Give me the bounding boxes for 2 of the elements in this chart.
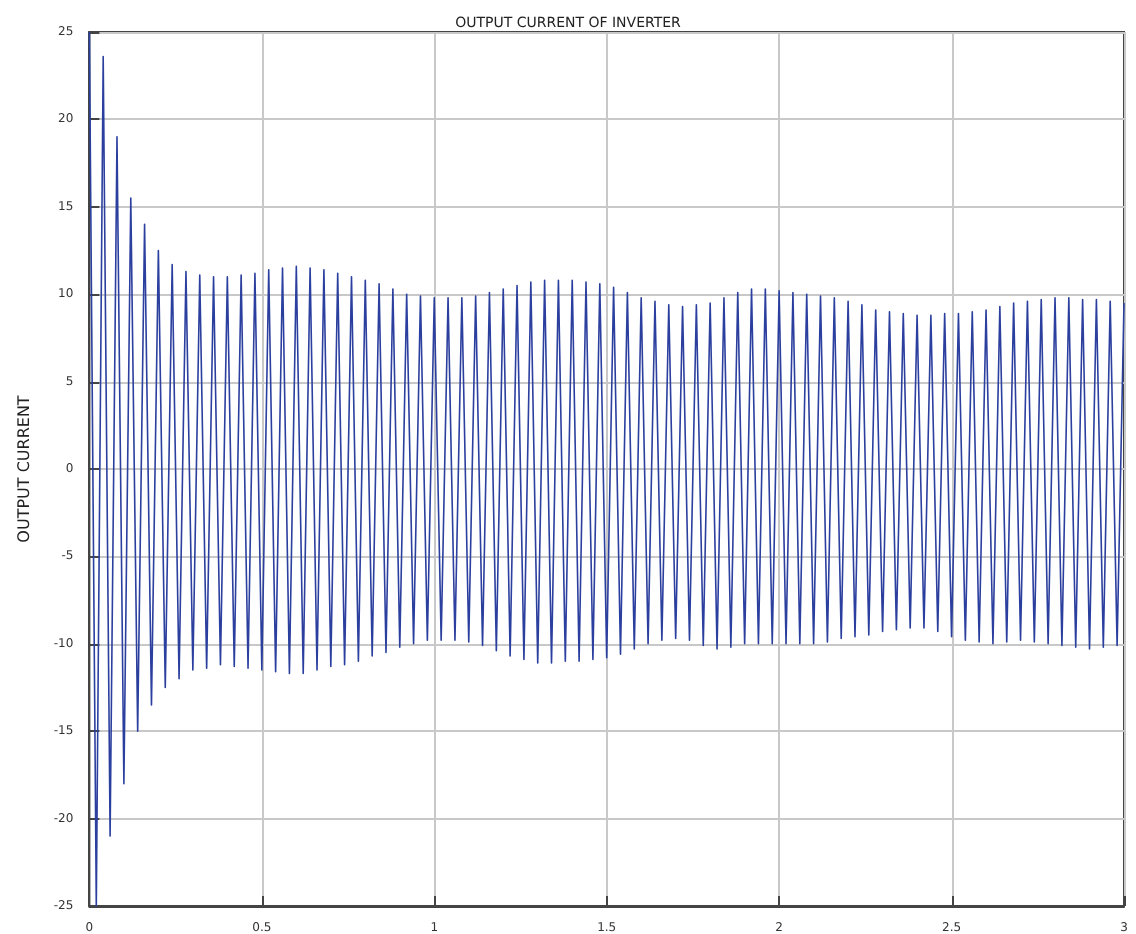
y-axis-title: OUTPUT CURRENT — [15, 395, 33, 543]
line-series — [88, 31, 1125, 907]
